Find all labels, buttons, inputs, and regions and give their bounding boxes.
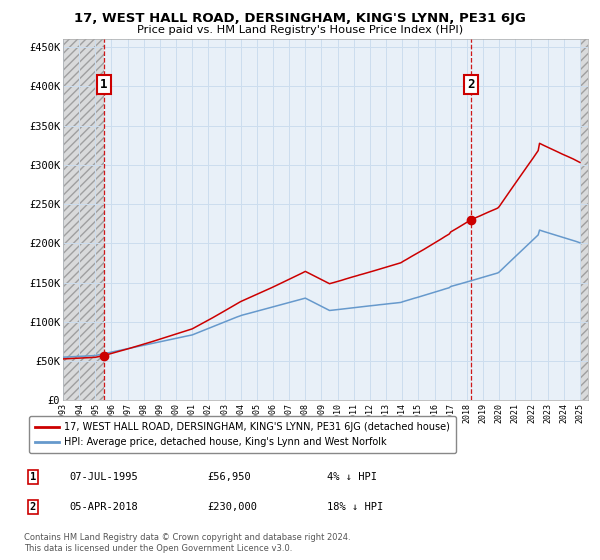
Text: 2: 2: [30, 502, 36, 512]
HPI: Average price, detached house, King's Lynn and West Norfolk: (2.02e+03, 2.01e+05): Average price, detached house, King's Ly…: [577, 240, 584, 246]
Text: Contains HM Land Registry data © Crown copyright and database right 2024.
This d: Contains HM Land Registry data © Crown c…: [24, 534, 350, 553]
17, WEST HALL ROAD, DERSINGHAM, KING'S LYNN, PE31 6JG (detached house): [59, 356, 67, 362]
HPI: Average price, detached house, King's Lynn and West Norfolk: (2.02e+03, 2.17e+05): Average price, detached house, King's Ly…: [536, 227, 543, 234]
Text: 07-JUL-1995: 07-JUL-1995: [69, 472, 138, 482]
HPI: Average price, detached house, King's Lynn and West Norfolk: (2.01e+03, 1.16e+05): Average price, detached house, King's Ly…: [332, 306, 340, 313]
Bar: [580, 39, 588, 400]
Legend: 17, WEST HALL ROAD, DERSINGHAM, KING'S LYNN, PE31 6JG (detached house), HPI: Ave: 17, WEST HALL ROAD, DERSINGHAM, KING'S L…: [29, 417, 455, 453]
Text: 1: 1: [30, 472, 36, 482]
HPI: Average price, detached house, King's Lynn and West Norfolk: (2.02e+03, 1.33e+05): Average price, detached house, King's Ly…: [419, 292, 426, 299]
17, WEST HALL ROAD, DERSINGHAM, KING'S LYNN, PE31 6JG (detached house): [332, 278, 340, 285]
17, WEST HALL ROAD, DERSINGHAM, KING'S LYNN, PE31 6JG (detached house): [105, 351, 112, 357]
Text: 2: 2: [467, 78, 475, 91]
17, WEST HALL ROAD, DERSINGHAM, KING'S LYNN, PE31 6JG (detached house): [71, 355, 79, 362]
Text: Price paid vs. HM Land Registry's House Price Index (HPI): Price paid vs. HM Land Registry's House …: [137, 25, 463, 35]
Text: 1: 1: [100, 78, 107, 91]
Text: 05-APR-2018: 05-APR-2018: [69, 502, 138, 512]
Text: 17, WEST HALL ROAD, DERSINGHAM, KING'S LYNN, PE31 6JG: 17, WEST HALL ROAD, DERSINGHAM, KING'S L…: [74, 12, 526, 25]
17, WEST HALL ROAD, DERSINGHAM, KING'S LYNN, PE31 6JG (detached house): [403, 256, 410, 263]
HPI: Average price, detached house, King's Lynn and West Norfolk: (1.99e+03, 5.59e+04): Average price, detached house, King's Ly…: [71, 353, 79, 360]
Line: 17, WEST HALL ROAD, DERSINGHAM, KING'S LYNN, PE31 6JG (detached house): 17, WEST HALL ROAD, DERSINGHAM, KING'S L…: [63, 143, 580, 359]
HPI: Average price, detached house, King's Lynn and West Norfolk: (2e+03, 6.08e+04): Average price, detached house, King's Ly…: [105, 349, 112, 356]
Text: £56,950: £56,950: [207, 472, 251, 482]
17, WEST HALL ROAD, DERSINGHAM, KING'S LYNN, PE31 6JG (detached house): [577, 159, 584, 166]
Line: HPI: Average price, detached house, King's Lynn and West Norfolk: HPI: Average price, detached house, King…: [63, 230, 580, 357]
Text: 18% ↓ HPI: 18% ↓ HPI: [327, 502, 383, 512]
Text: £230,000: £230,000: [207, 502, 257, 512]
17, WEST HALL ROAD, DERSINGHAM, KING'S LYNN, PE31 6JG (detached house): [272, 282, 279, 289]
Text: 4% ↓ HPI: 4% ↓ HPI: [327, 472, 377, 482]
HPI: Average price, detached house, King's Lynn and West Norfolk: (2.01e+03, 1.27e+05): Average price, detached house, King's Ly…: [403, 297, 410, 304]
Bar: [63, 39, 104, 400]
17, WEST HALL ROAD, DERSINGHAM, KING'S LYNN, PE31 6JG (detached house): [419, 247, 426, 254]
HPI: Average price, detached house, King's Lynn and West Norfolk: (2.01e+03, 1.2e+05): Average price, detached house, King's Ly…: [272, 303, 279, 310]
HPI: Average price, detached house, King's Lynn and West Norfolk: (1.99e+03, 5.5e+04): Average price, detached house, King's Ly…: [59, 354, 67, 361]
17, WEST HALL ROAD, DERSINGHAM, KING'S LYNN, PE31 6JG (detached house): [536, 140, 543, 147]
